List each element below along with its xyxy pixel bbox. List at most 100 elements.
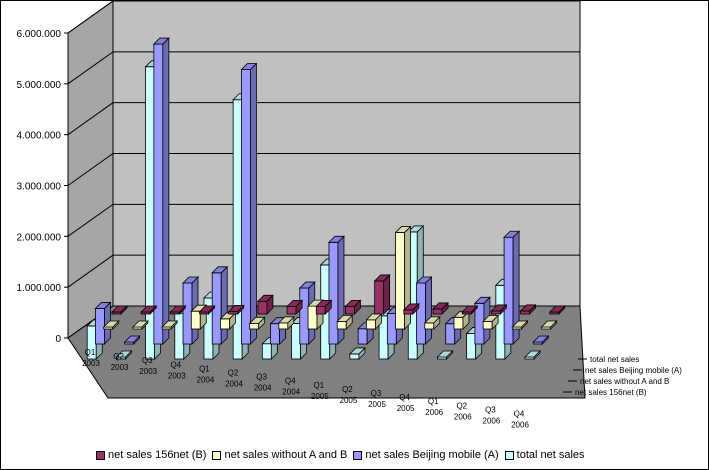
x-tick-label: 2005 xyxy=(311,392,329,401)
bar-front-face xyxy=(257,300,268,315)
bar-top-face xyxy=(240,63,258,70)
bar-front-face xyxy=(349,353,360,360)
x-tick-label: Q4 xyxy=(170,360,181,369)
bar-1-0 xyxy=(102,320,120,330)
bar-top-face xyxy=(277,316,295,324)
x-tick-label: 2006 xyxy=(454,412,472,421)
bar-top-face xyxy=(327,235,345,243)
x-tick-label: 2005 xyxy=(368,400,386,409)
bar-top-face xyxy=(348,347,366,355)
x-tick-label: 2004 xyxy=(225,380,243,389)
gridline xyxy=(67,153,580,186)
bar-front-face xyxy=(503,236,514,345)
bar-1-6 xyxy=(277,315,295,330)
x-tick-label: 2004 xyxy=(197,375,215,384)
x-tick-label: Q2 xyxy=(228,369,239,378)
bar-top-face xyxy=(102,320,120,328)
x-tick-label: 2003 xyxy=(139,367,157,376)
y-tick-label: 2.000.000 xyxy=(17,232,62,243)
bar-front-face xyxy=(395,232,405,330)
bar-side-face xyxy=(383,273,391,315)
bar-0-0 xyxy=(110,305,128,315)
gridline xyxy=(67,51,580,85)
bar-front-face xyxy=(249,323,260,330)
legend-swatch-total xyxy=(504,450,514,460)
bar-front-face xyxy=(482,320,493,330)
bar-front-face xyxy=(153,43,164,345)
bar-2-14 xyxy=(503,230,521,345)
legend-item-total: total net sales xyxy=(504,449,585,461)
bar-1-8 xyxy=(336,314,354,330)
bar-top-face xyxy=(336,314,354,322)
bar-top-face xyxy=(123,335,141,343)
bar-0-15 xyxy=(548,305,566,315)
bar-1-10 xyxy=(394,225,412,330)
gridline xyxy=(67,0,580,34)
x-tick-label: 2005 xyxy=(340,396,358,405)
bar-top-face xyxy=(432,302,449,310)
x-tick-label: 2006 xyxy=(425,408,443,417)
legend-swatch-beijing-mobile xyxy=(353,450,363,460)
bar-top-face xyxy=(503,230,521,238)
bar-0-12 xyxy=(461,305,479,315)
bar-top-face xyxy=(344,299,362,307)
bar-1-15 xyxy=(540,320,558,330)
x-tick-label: 2005 xyxy=(397,404,415,413)
bar-front-face xyxy=(357,328,368,345)
bar-2-1 xyxy=(123,335,141,345)
bar-front-face xyxy=(95,308,105,345)
y-tick-label: 4.000.000 xyxy=(17,131,62,142)
bar-0-6 xyxy=(286,299,304,315)
bar-top-face xyxy=(548,305,566,313)
bar-top-face xyxy=(423,316,441,324)
bar-0-13 xyxy=(490,303,508,315)
bar-front-face xyxy=(424,322,435,330)
legend-label-156net: net sales 156net (B) xyxy=(108,449,207,461)
bar-1-5 xyxy=(248,316,266,330)
bar-side-face xyxy=(220,265,228,345)
bar-3-15 xyxy=(524,350,541,360)
bar-front-face xyxy=(278,322,289,330)
bar-top-face xyxy=(415,276,433,284)
legend-swatch-without-a-b xyxy=(212,450,222,460)
bar-2-2 xyxy=(152,37,170,345)
bar-0-5 xyxy=(256,294,274,315)
bar-top-face xyxy=(131,320,149,328)
bar-0-11 xyxy=(432,301,449,315)
bar-side-face xyxy=(162,37,170,345)
x-tick-label: Q3 xyxy=(371,389,382,398)
depth-axis-label: net sales 156net (B) xyxy=(575,388,647,397)
x-tick-label: Q1 xyxy=(313,381,324,390)
x-tick-label: Q3 xyxy=(256,373,267,382)
bar-0-8 xyxy=(344,299,362,315)
bar-0-14 xyxy=(519,303,537,315)
bar-2-13 xyxy=(473,296,491,345)
bar-side-face xyxy=(250,62,257,345)
bar-front-face xyxy=(403,309,414,315)
bar-1-1 xyxy=(131,320,149,330)
bar-0-10 xyxy=(402,302,420,315)
x-tick-label: Q2 xyxy=(456,401,467,410)
bar-1-13 xyxy=(482,314,500,330)
bar-top-face xyxy=(519,304,537,312)
x-tick-label: Q3 xyxy=(142,356,153,365)
bar-2-5 xyxy=(240,62,258,345)
bar-top-face xyxy=(198,305,216,313)
x-tick-label: Q2 xyxy=(342,385,353,394)
y-tick-label: 5.000.000 xyxy=(17,80,62,91)
bar-front-face xyxy=(336,320,347,330)
x-tick-label: Q1 xyxy=(85,348,96,357)
legend: net sales 156net (B) net sales without A… xyxy=(96,447,616,463)
depth-axis-label: net sales Beijing mobile (A) xyxy=(585,366,682,375)
x-tick-label: Q4 xyxy=(399,393,410,402)
bar-front-face xyxy=(315,305,326,315)
bar-top-face xyxy=(227,305,245,312)
bar-top-face xyxy=(152,37,170,45)
bar-top-face xyxy=(402,303,420,311)
bar-top-face xyxy=(248,317,266,324)
x-tick-label: 2006 xyxy=(483,416,501,425)
bar-0-1 xyxy=(140,305,158,315)
bar-front-face xyxy=(299,287,310,345)
bar-top-face xyxy=(436,350,454,358)
